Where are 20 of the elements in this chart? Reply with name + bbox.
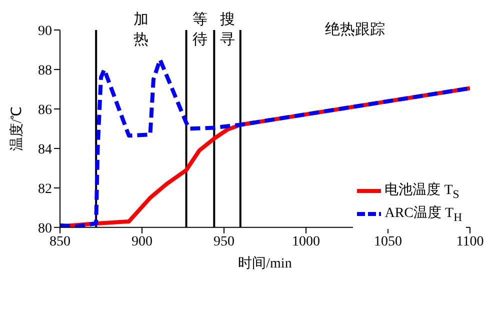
x-axis-title: 时间/min bbox=[238, 255, 292, 272]
legend-label: 电池温度 T$_{S}$ bbox=[384, 181, 460, 202]
y-tick-label: 90 bbox=[38, 24, 52, 39]
x-tick-label: 1000 bbox=[292, 234, 320, 250]
legend-label: ARC温度 T$_{H}$ bbox=[384, 204, 462, 224]
x-tick-label: 1050 bbox=[374, 234, 402, 250]
x-tick-label: 1100 bbox=[456, 234, 484, 250]
y-tick-label: 82 bbox=[38, 182, 52, 197]
annotation: 加热 bbox=[134, 11, 149, 48]
x-tick-label: 850 bbox=[50, 234, 70, 250]
y-tick-label: 80 bbox=[38, 221, 52, 236]
y-axis-title: 温度/℃ bbox=[8, 106, 25, 152]
annotation: 搜寻 bbox=[220, 11, 235, 48]
y-tick-label: 88 bbox=[38, 63, 52, 78]
x-tick-label: 900 bbox=[132, 234, 152, 250]
x-tick-label: 950 bbox=[214, 234, 234, 250]
y-tick-label: 84 bbox=[38, 142, 52, 158]
y-tick-label: 86 bbox=[38, 102, 52, 118]
annotation: 绝热跟踪 bbox=[325, 21, 386, 38]
annotation: 等待 bbox=[192, 11, 208, 48]
